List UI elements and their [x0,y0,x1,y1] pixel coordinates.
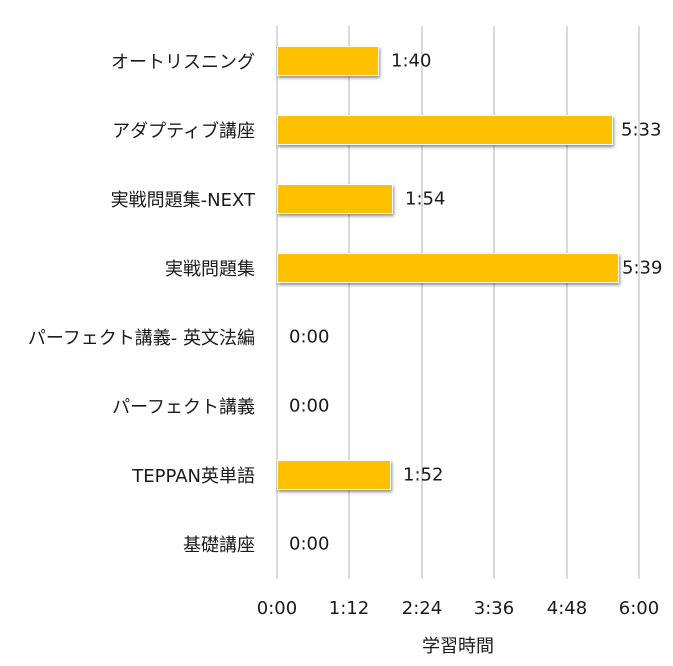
category-label: TEPPAN英単語 [132,466,255,487]
gridline-3 [493,26,495,579]
data-label: 0:00 [289,395,330,417]
x-tick-label: 3:36 [473,598,515,619]
x-axis-title: 学習時間 [422,636,494,657]
category-label: 基礎講座 [183,535,255,556]
x-tick-label: 6:00 [618,598,660,619]
gridline-2 [421,26,423,579]
category-label: アダプティブ講座 [112,121,255,142]
x-tick-label: 4:48 [546,598,588,619]
bar-practice [277,253,619,283]
data-label: 0:00 [289,533,330,555]
x-tick-label: 2:24 [401,598,443,619]
gridline-0 [276,26,278,579]
category-label: 実戦問題集 [165,259,255,280]
bar-practice-next [277,184,393,214]
gridline-4 [566,26,568,579]
data-label: 0:00 [289,326,330,348]
gridline-5 [638,26,640,579]
data-label: 1:52 [403,464,444,486]
category-label: パーフェクト講義- 英文法編 [27,328,255,349]
bar-teppan-vocab [277,460,391,490]
bar-auto-listening [277,46,379,76]
data-label: 5:39 [622,257,663,279]
bar-adaptive-course [277,115,613,145]
data-label: 1:40 [391,50,432,72]
x-tick-label: 1:12 [328,598,370,619]
category-label: パーフェクト講義 [112,397,255,418]
category-label: 実戦問題集-NEXT [110,190,255,211]
category-label: オートリスニング [111,52,255,73]
x-tick-label: 0:00 [256,598,298,619]
data-label: 1:54 [405,188,446,210]
data-label: 5:33 [621,119,662,141]
gridline-1 [348,26,350,579]
